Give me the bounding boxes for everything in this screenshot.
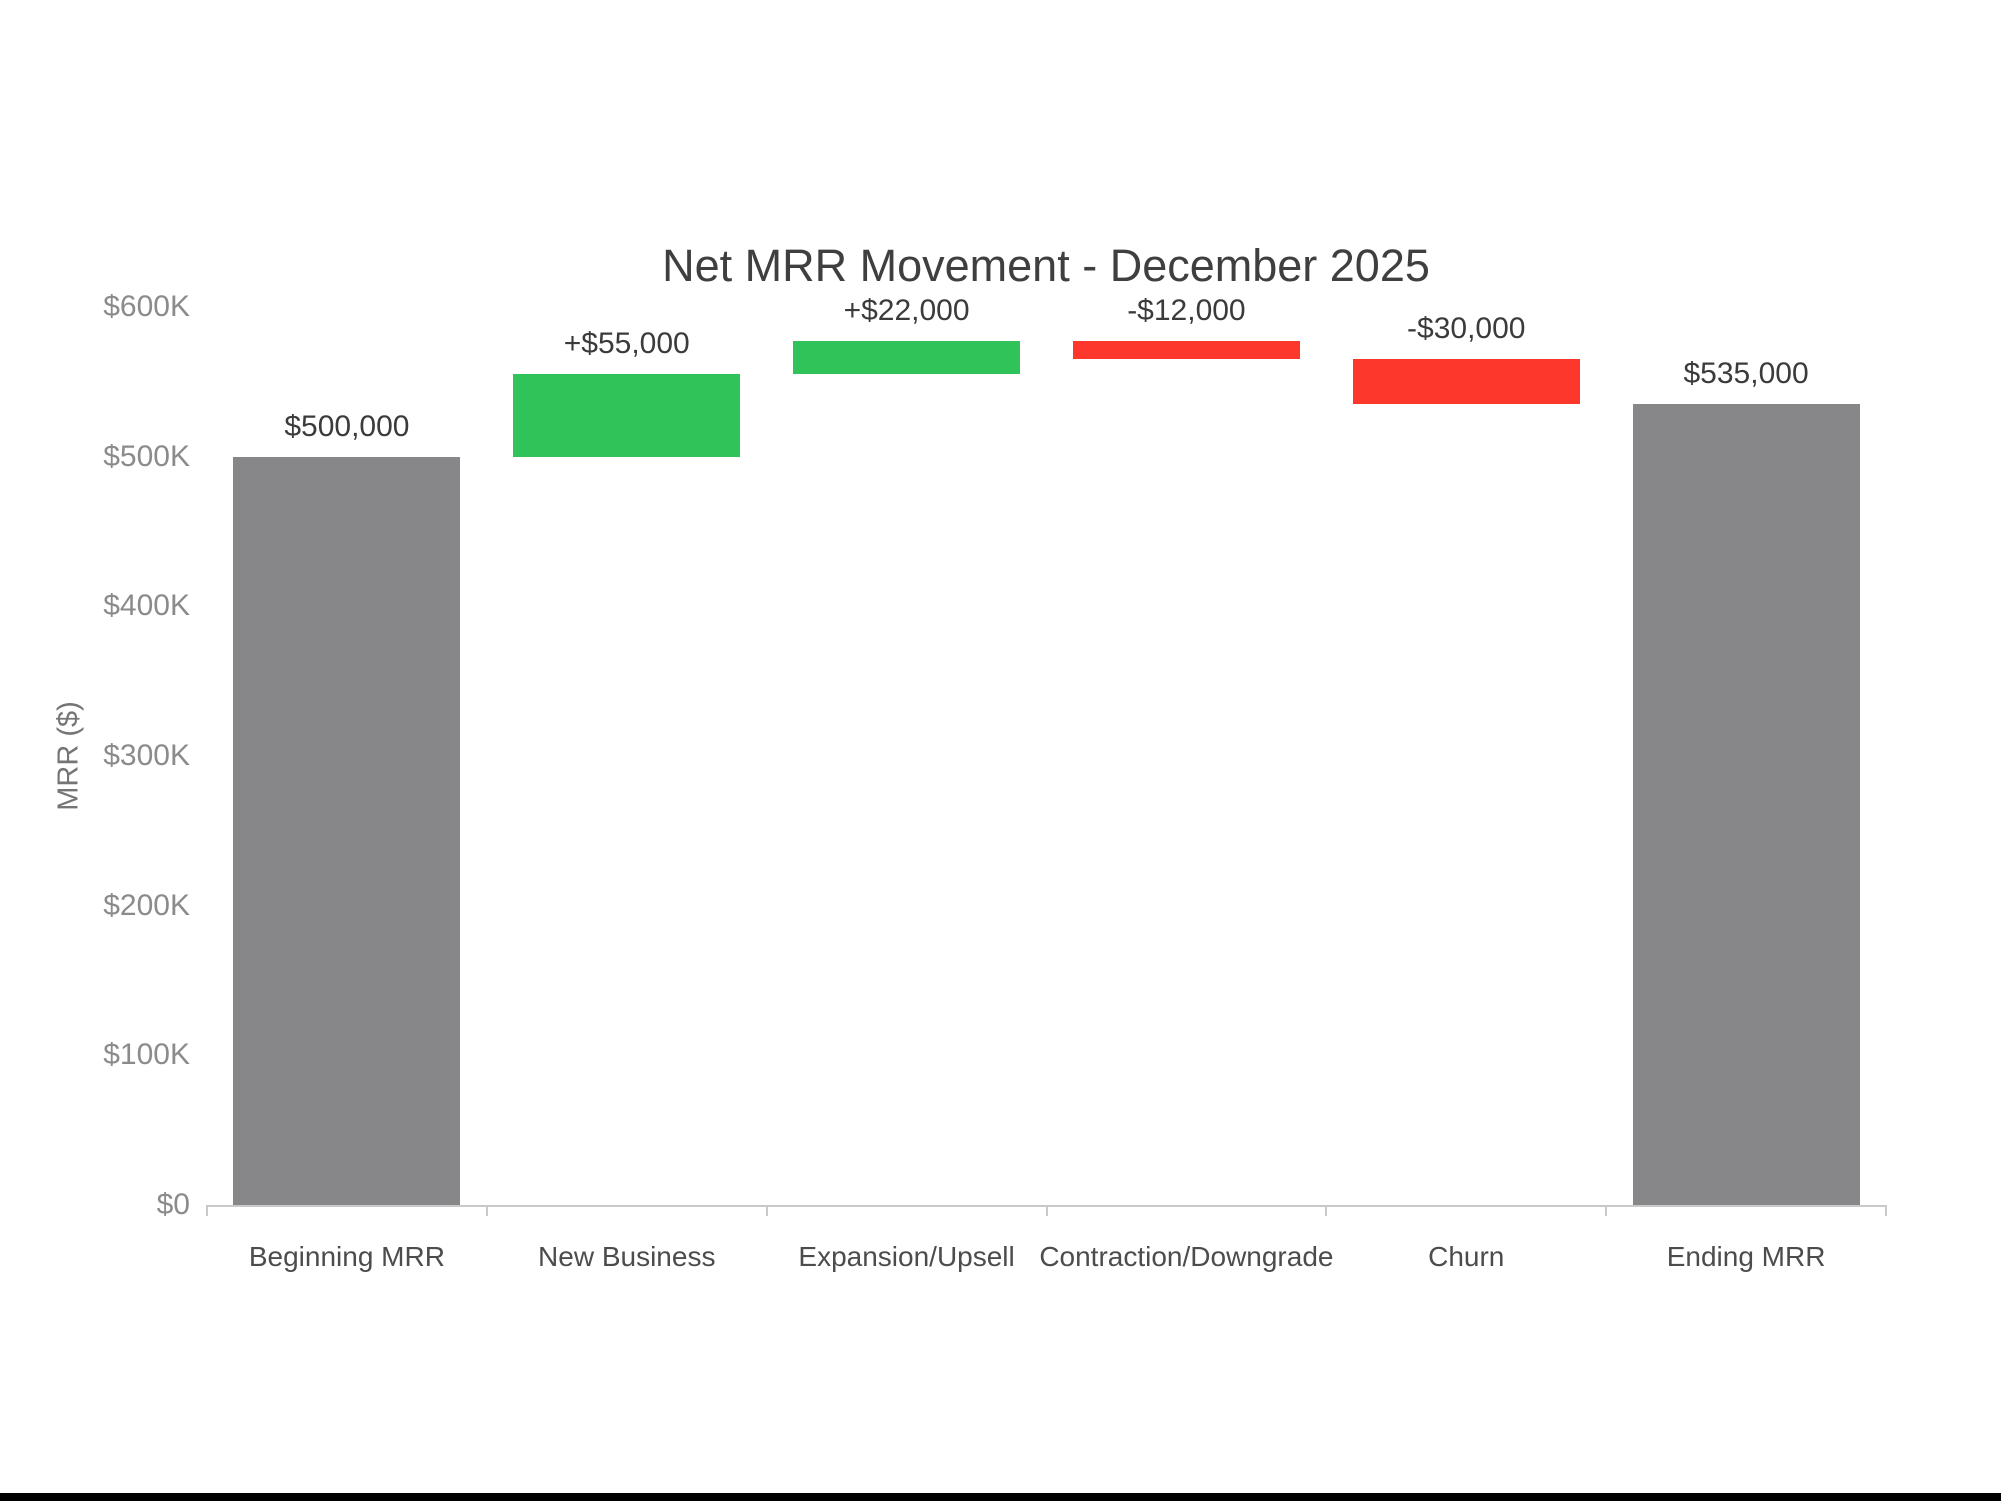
x-category-label: New Business [538, 1241, 716, 1272]
waterfall-bar-churn [1352, 359, 1580, 405]
x-category-label: Contraction/Downgrade [1039, 1241, 1334, 1272]
y-tick-label: $500K [103, 439, 190, 473]
x-axis-tick [485, 1205, 488, 1216]
waterfall-bar-ending-mrr [1632, 404, 1860, 1205]
bottom-letterbox-bar [0, 1493, 2001, 1501]
x-category-label: Beginning MRR [248, 1241, 445, 1272]
y-tick-label: $0 [156, 1188, 190, 1221]
y-tick-label: $300K [103, 739, 190, 772]
x-axis-tick [765, 1205, 768, 1216]
bar-value-label: $500,000 [284, 409, 410, 443]
x-axis-tick [1325, 1205, 1328, 1216]
x-category-label: Churn [1428, 1241, 1505, 1272]
x-category-label: Expansion/Upsell [798, 1241, 1015, 1272]
x-axis-tick [1605, 1205, 1608, 1216]
waterfall-bar-contraction-downgrade [1072, 341, 1300, 360]
x-axis-tick [1045, 1205, 1048, 1216]
waterfall-bar-new-business [513, 374, 741, 457]
bar-value-label: $535,000 [1683, 357, 1809, 391]
waterfall-bar-beginning-mrr [233, 456, 461, 1205]
chart-title: Net MRR Movement - December 2025 [662, 240, 1430, 291]
x-category-label: Ending MRR [1666, 1241, 1826, 1272]
y-tick-label: $600K [103, 290, 190, 323]
bar-value-label: +$22,000 [843, 294, 970, 328]
bar-value-label: -$12,000 [1127, 294, 1246, 328]
waterfall-bar-expansion-upsell [793, 341, 1021, 375]
y-tick-label: $200K [103, 888, 190, 922]
x-axis-tick [1885, 1205, 1887, 1216]
bar-value-label: +$55,000 [563, 327, 690, 361]
bar-value-label: -$30,000 [1407, 312, 1526, 346]
y-tick-label: $400K [103, 589, 190, 623]
y-tick-label: $100K [103, 1038, 190, 1072]
x-axis-tick [206, 1205, 208, 1216]
